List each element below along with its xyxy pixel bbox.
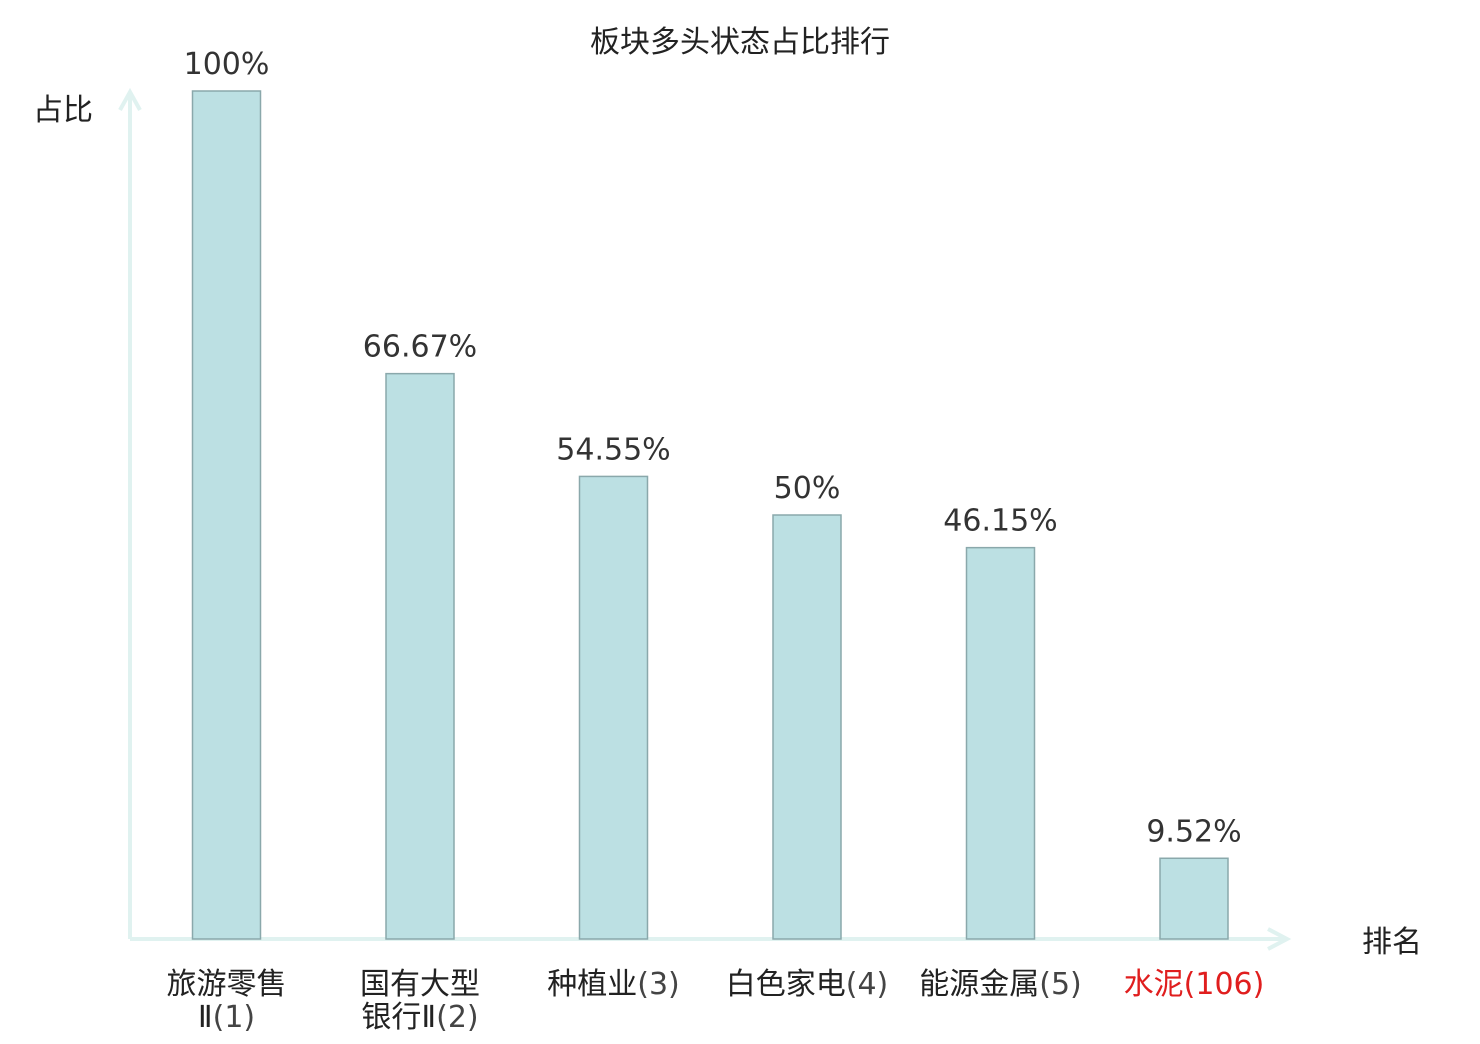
y-axis-arrow	[118, 87, 142, 111]
axes	[118, 87, 1292, 951]
data-label: 9.52%	[1146, 814, 1241, 849]
data-label: 66.67%	[363, 330, 477, 365]
value-labels: 100% 66.67% 54.55% 50% 46.15% 9.52%	[184, 47, 1242, 849]
tick-label: 旅游零售	[167, 967, 287, 1002]
tick-label: 水泥(106)	[1124, 967, 1265, 1002]
data-label: 46.15%	[943, 504, 1057, 539]
data-label: 54.55%	[556, 432, 670, 467]
bar	[772, 514, 842, 940]
tick-label: 白色家电(4)	[726, 967, 889, 1002]
tick-label: Ⅱ(1)	[198, 1000, 255, 1035]
tick-label: 银行Ⅱ(2)	[361, 1000, 478, 1035]
bar	[385, 372, 455, 940]
y-axis-label: 占比	[33, 93, 93, 128]
data-label: 100%	[184, 47, 270, 82]
chart-title: 板块多头状态占比排行	[590, 25, 890, 60]
bar	[965, 546, 1036, 940]
tick-label: 能源金属(5)	[919, 967, 1082, 1002]
bars	[191, 90, 1229, 940]
x-axis-label: 排名	[1362, 925, 1422, 960]
tick-label: 种植业(3)	[547, 967, 680, 1002]
bar	[1159, 857, 1229, 940]
data-label: 50%	[774, 471, 841, 506]
x-axis-arrow	[1267, 927, 1292, 951]
bar	[578, 475, 649, 940]
tick-label: 国有大型	[360, 967, 480, 1002]
bar	[191, 90, 262, 940]
